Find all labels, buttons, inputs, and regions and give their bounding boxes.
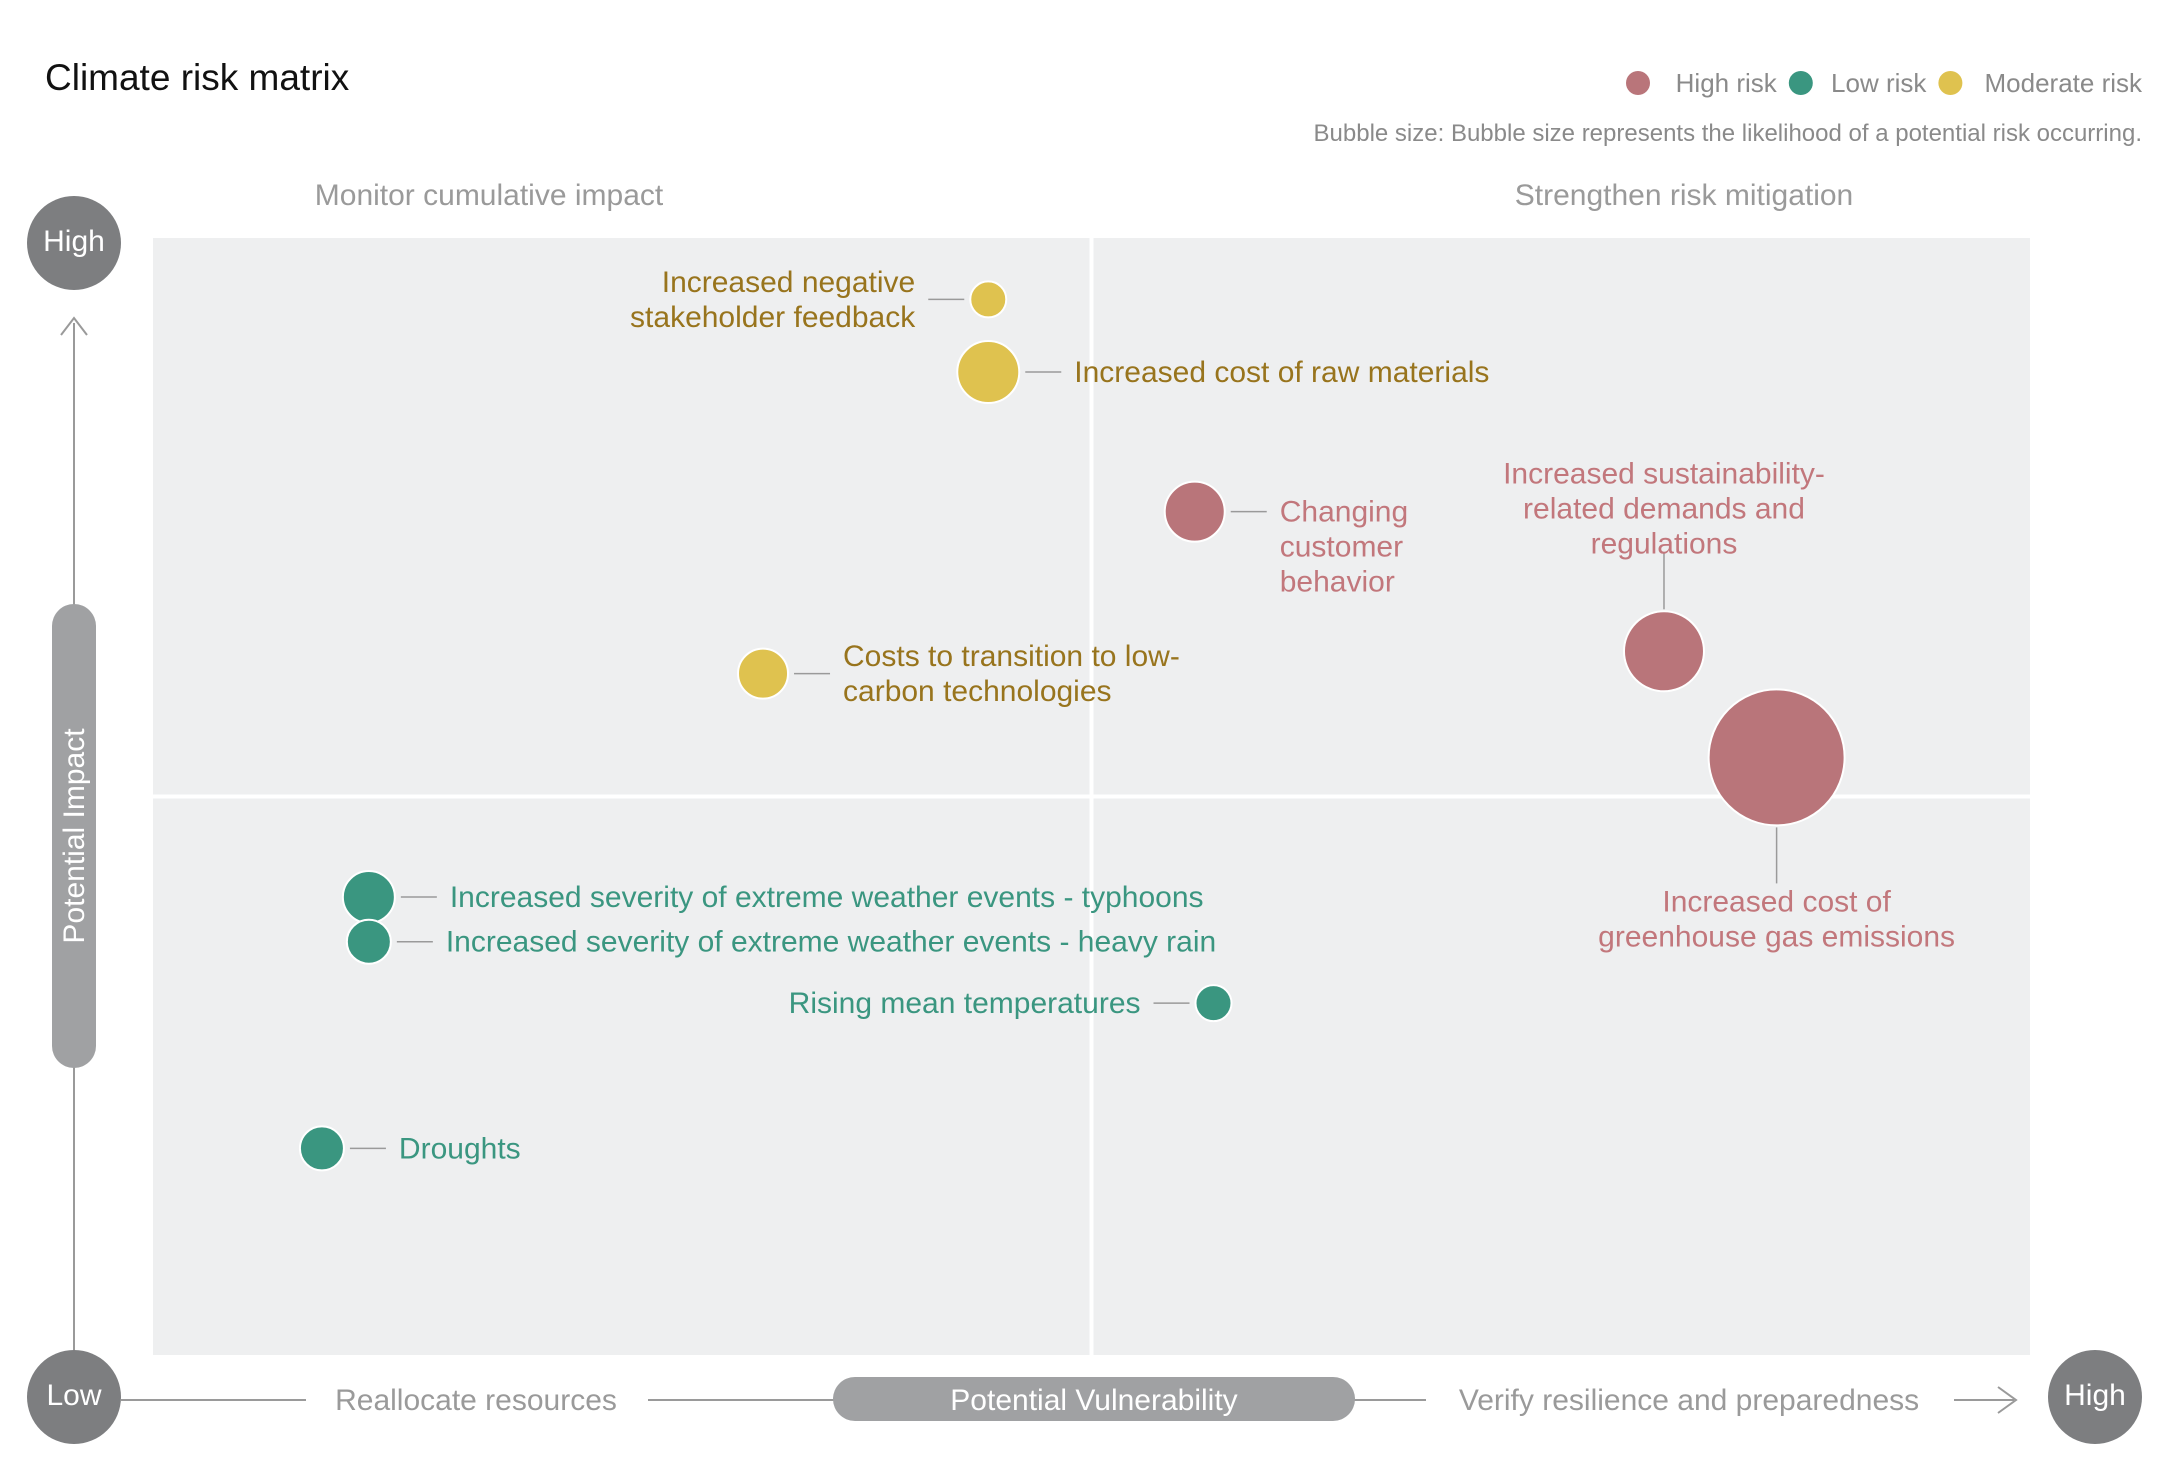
bubble-label-increased-severity-of-extreme-weather-events-typhoons: Increased severity of extreme weather ev… [450,881,1204,914]
bubble-label-rising-mean-temperatures: Rising mean temperatures [789,987,1141,1020]
bubble-increased-cost-of-raw-materials [956,340,1021,405]
bubble-changing-customer-behavior [1163,480,1226,543]
bubble-droughts [298,1125,345,1172]
bubble-label-changing-customer-behavior: Changing customer behavior [1280,496,1408,599]
bubble-label-increased-negative-stakeholder-feedback: Increased negative stakeholder feedback [630,266,916,334]
bubble-increased-sustainability-related-demands-and-regulations [1622,610,1705,693]
legend-label-high-risk: High risk [1676,68,1778,98]
bubble-increased-cost-of-greenhouse-gas-emissions [1707,688,1846,827]
y-axis-arrowhead [60,316,88,336]
quadrant-backgrounds [153,238,2030,1355]
x-axis-title: Potential Vulnerability [950,1384,1237,1417]
bubble-costs-to-transition-to-low-carbon-technologies [737,647,790,700]
bubble-label-droughts: Droughts [399,1132,521,1165]
x-axis-low-label: Low [46,1379,101,1412]
bubble-size-note: Bubble size: Bubble size represents the … [1314,120,2142,147]
legend-label-moderate-risk: Moderate risk [1985,68,2143,98]
quadrant-bottom-left [153,798,1090,1355]
bubble-increased-severity-of-extreme-weather-events-typhoons [341,870,396,925]
x-axis-arrowhead [1997,1386,2018,1414]
x-region-label-left: Reallocate resources [335,1384,617,1417]
risk-bubbles: Changing customer behavior Increased sustai… [298,266,1955,1172]
legend: Moderate risk Low risk High risk [1626,68,2143,98]
y-axis-high-badge [27,196,121,290]
quadrant-bottom-right [1093,798,2030,1355]
bubble-increased-severity-of-extreme-weather-events-heavy-rain [345,918,392,965]
bubble-increased-negative-stakeholder-feedback [969,280,1008,319]
legend-swatch-low-risk [1788,71,1813,95]
bubble-label-costs-to-transition-to-low-carbon-technologies: Costs to transition to low-carbon techno… [843,640,1180,708]
legend-label-low-risk: Low risk [1831,68,1927,98]
bubble-rising-mean-temperatures [1194,984,1233,1023]
x-region-label-right: Verify resilience and preparedness [1459,1384,1919,1417]
y-axis-title-pill [52,604,96,1068]
quadrant-top-right [1093,238,2030,795]
x-axis-high-badge [2048,1350,2142,1444]
legend-swatch-moderate-risk [1938,71,1963,95]
quadrant-label-top-right: Strengthen risk mitigation [1515,179,1854,212]
bubble-label-increased-sustainability-related-demands-and-regulations: Increased sustainability-related demands… [1503,457,1825,560]
bubble-label-increased-severity-of-extreme-weather-events-heavy-rain: Increased severity of extreme weather ev… [446,926,1216,959]
y-axis-title: Potential Impact [58,728,91,944]
bubble-label-increased-cost-of-greenhouse-gas-emissions: Increased cost of greenhouse gas emission… [1598,885,1955,953]
quadrant-top-left [153,238,1090,795]
y-axis-high-label: High [43,225,105,258]
chart-title: Climate risk matrix [45,57,350,98]
legend-swatch-high-risk [1626,71,1650,95]
x-axis-low-badge [27,1350,121,1444]
x-axis-high-label: High [2064,1379,2126,1412]
quadrant-label-top-left: Monitor cumulative impact [315,179,664,212]
bubble-label-increased-cost-of-raw-materials: Increased cost of raw materials [1074,356,1489,389]
x-axis-title-pill [833,1377,1355,1421]
